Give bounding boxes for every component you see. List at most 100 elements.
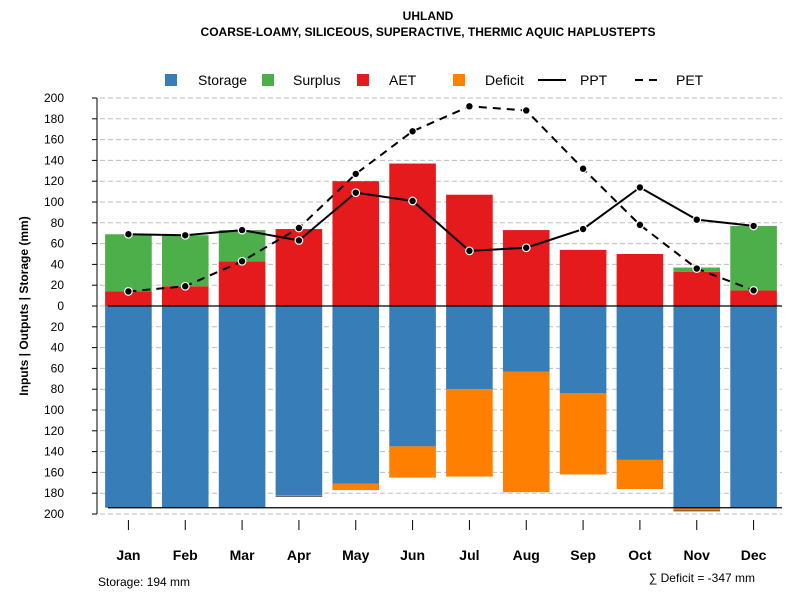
storage-bar: [218, 306, 266, 508]
pet-line-point: [408, 126, 417, 136]
aet-bar: [105, 291, 152, 306]
aet-bar: [389, 163, 436, 306]
y-tick-label: 20: [51, 320, 65, 334]
aet-bar: [730, 290, 777, 306]
y-tick-label: 200: [44, 91, 64, 105]
storage-bar: [730, 306, 777, 508]
legend-label-ppt: PPT: [580, 72, 608, 88]
aet-bar: [616, 254, 664, 306]
y-tick-label: 160: [44, 465, 64, 479]
x-tick-label: Jan: [116, 547, 140, 563]
aet-bar: [673, 271, 721, 306]
y-tick-label: 60: [51, 361, 65, 375]
storage-note: Storage: 194 mm: [98, 575, 190, 589]
x-tick-label: Jul: [459, 547, 479, 563]
y-tick-label: 160: [44, 133, 64, 147]
pet-line-point: [749, 286, 758, 295]
pet-line: [128, 105, 754, 293]
deficit-bar: [502, 371, 550, 493]
legend-swatch-storage: [165, 74, 177, 86]
pet-line-point: [180, 281, 190, 291]
aet-bar: [161, 286, 209, 306]
pet-line-point: [578, 164, 588, 174]
storage-bar: [559, 306, 607, 394]
x-tick-label: May: [342, 547, 369, 563]
ppt-line-point: [465, 246, 474, 256]
legend-swatch-aet: [357, 74, 369, 86]
storage-bar: [446, 306, 493, 390]
pet-line-point: [635, 220, 645, 230]
y-tick-label: 180: [44, 112, 64, 126]
x-tick-label: Aug: [513, 547, 540, 563]
y-tick-label: 100: [44, 403, 64, 417]
storage-bar: [616, 306, 664, 460]
x-tick-label: Apr: [287, 547, 312, 563]
y-tick-label: 140: [44, 445, 64, 459]
surplus-bar: [730, 225, 777, 291]
deficit-bar: [616, 459, 664, 490]
bars: [105, 163, 777, 512]
x-tick-label: Feb: [173, 547, 198, 563]
y-tick-label: 120: [44, 174, 64, 188]
y-tick-label: 60: [51, 237, 65, 251]
legend-swatch-surplus: [262, 74, 274, 86]
deficit-bar: [389, 446, 436, 478]
y-tick-label: 20: [51, 278, 65, 292]
deficit-bar: [446, 389, 493, 477]
x-tick-label: Mar: [230, 547, 255, 563]
ppt-line-point: [692, 215, 702, 225]
y-tick-label: 40: [51, 257, 65, 271]
storage-bar: [389, 306, 436, 447]
ppt-line-point: [124, 229, 133, 239]
ppt-line-point: [180, 230, 190, 240]
storage-bar: [502, 306, 550, 372]
series-lines: [124, 101, 758, 296]
y-tick-label: 40: [51, 341, 65, 355]
y-tick-label: 140: [44, 153, 64, 167]
ppt-line: [128, 186, 754, 252]
aet-bar: [332, 181, 380, 306]
pet-line-point: [351, 169, 361, 179]
pet-line-point: [294, 223, 304, 233]
pet-line-point: [521, 106, 531, 115]
x-tick-label: Oct: [628, 547, 652, 563]
aet-bar: [559, 249, 607, 306]
surplus-bar: [218, 230, 266, 262]
pet-line-point: [237, 256, 247, 266]
y-tick-label: 120: [44, 424, 64, 438]
y-tick-label: 200: [44, 507, 64, 521]
surplus-bar: [105, 234, 152, 292]
y-tick-label: 80: [51, 216, 65, 230]
chart-title: UHLAND: [403, 9, 454, 23]
ppt-line-point: [578, 224, 588, 234]
y-tick-label: 0: [57, 299, 64, 313]
legend: Storage Surplus AET Deficit PPT PET: [165, 72, 704, 88]
deficit-bar: [673, 507, 721, 511]
x-tick-label: Sep: [570, 547, 596, 563]
chart-subtitle: COARSE-LOAMY, SILICEOUS, SUPERACTIVE, TH…: [201, 25, 656, 39]
legend-label-surplus: Surplus: [293, 72, 340, 88]
y-tick-label: 100: [44, 195, 64, 209]
pet-line-point: [692, 264, 702, 273]
ppt-line-point: [351, 188, 361, 198]
pet-line-point: [465, 101, 474, 111]
y-axis-label: Inputs | Outputs | Storage (mm): [17, 216, 31, 395]
storage-bar: [161, 306, 209, 508]
storage-bar: [275, 306, 323, 496]
storage-bar: [105, 306, 152, 508]
deficit-bar: [332, 483, 380, 491]
ppt-line-point: [635, 183, 645, 192]
y-tick-label: 180: [44, 486, 64, 500]
ppt-line-point: [521, 243, 531, 253]
legend-label-pet: PET: [676, 72, 704, 88]
storage-bar: [673, 306, 721, 508]
legend-label-deficit: Deficit: [485, 72, 524, 88]
surplus-bar: [161, 235, 209, 287]
legend-label-aet: AET: [389, 72, 417, 88]
pet-line-point: [124, 287, 133, 296]
deficit-bar: [275, 495, 323, 497]
ppt-line-point: [749, 221, 758, 231]
deficit-bar: [559, 393, 607, 475]
storage-bar: [332, 306, 380, 484]
